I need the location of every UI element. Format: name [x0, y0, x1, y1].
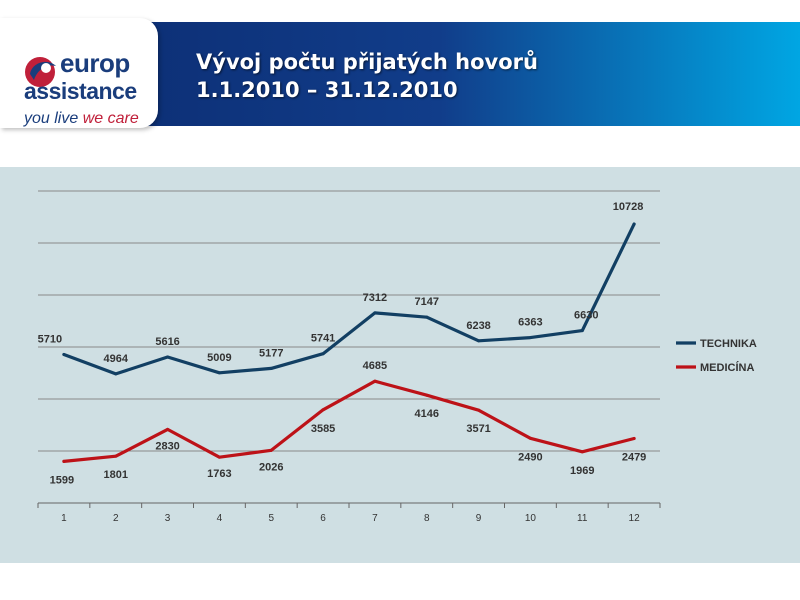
- legend-label-medicna: MEDICÍNA: [700, 361, 754, 374]
- data-label-technika-5: 5177: [259, 347, 283, 359]
- logo-tagline: you live we care: [24, 110, 139, 128]
- data-label-technika-7: 7312: [363, 292, 387, 304]
- data-label-technika-6: 5741: [311, 333, 335, 345]
- data-point-medicna-11: [580, 450, 584, 454]
- data-label-technika-1: 5710: [38, 334, 62, 346]
- x-tick-label-11: 11: [577, 513, 588, 524]
- x-tick-label-1: 1: [61, 513, 67, 524]
- data-point-technika-11: [580, 329, 584, 333]
- data-point-technika-9: [477, 339, 481, 343]
- data-point-technika-12: [632, 222, 636, 226]
- x-tick-label-7: 7: [372, 513, 378, 524]
- data-label-medicna-7: 4685: [363, 360, 387, 372]
- data-label-medicna-10: 2490: [518, 451, 542, 463]
- data-label-medicna-6: 3585: [311, 423, 335, 435]
- data-point-medicna-3: [166, 427, 170, 431]
- legend-label-technika: TECHNIKA: [700, 338, 757, 350]
- logo-card: europ assistance you live we care: [0, 18, 158, 128]
- data-label-technika-10: 6363: [518, 317, 542, 329]
- logo-text-europ: europ: [60, 48, 130, 78]
- data-point-technika-3: [166, 355, 170, 359]
- logo-tagline-a: you live: [24, 110, 83, 127]
- data-point-technika-5: [269, 366, 273, 370]
- data-label-technika-12: 10728: [613, 201, 644, 213]
- chart-panel: 1 2 3 4 5 6 7 8 9 10 11 12 5710 4964 5616 5009 5177 5741 7…: [0, 167, 800, 563]
- x-tick-label-2: 2: [113, 513, 119, 524]
- x-tick-label-4: 4: [217, 513, 223, 524]
- data-point-medicna-5: [269, 448, 273, 452]
- page-title: Vývoj počtu přijatých hovorů: [196, 50, 538, 74]
- data-point-medicna-4: [217, 455, 221, 459]
- logo-tagline-b: we care: [82, 110, 139, 127]
- series-line-medicna: [62, 379, 636, 463]
- europ-assistance-logo-icon: [25, 57, 56, 87]
- data-label-medicna-1: 1599: [50, 474, 74, 486]
- x-tick-label-10: 10: [525, 513, 537, 524]
- data-label-medicna-5: 2026: [259, 461, 283, 473]
- data-point-medicna-6: [321, 408, 325, 412]
- page-subtitle-date-range: 1.1.2010 – 31.12.2010: [196, 78, 458, 102]
- data-point-technika-10: [528, 336, 532, 340]
- data-point-medicna-8: [425, 393, 429, 397]
- data-point-technika-6: [321, 352, 325, 356]
- x-tick-label-3: 3: [165, 513, 171, 524]
- data-label-medicna-2: 1801: [104, 469, 128, 481]
- data-label-medicna-4: 1763: [207, 468, 231, 480]
- series-line-technika: [62, 222, 636, 376]
- data-point-medicna-1: [62, 459, 66, 463]
- data-label-medicna-11: 1969: [570, 465, 594, 477]
- x-tick-label-12: 12: [629, 513, 641, 524]
- data-point-technika-7: [373, 311, 377, 315]
- data-label-technika-9: 6238: [466, 320, 490, 332]
- data-point-technika-8: [425, 315, 429, 319]
- data-label-technika-3: 5616: [155, 336, 179, 348]
- data-point-technika-4: [217, 371, 221, 375]
- data-label-technika-4: 5009: [207, 352, 231, 364]
- data-point-technika-2: [114, 372, 118, 376]
- data-point-medicna-10: [528, 436, 532, 440]
- data-label-technika-2: 4964: [104, 353, 129, 365]
- x-tick-label-5: 5: [268, 513, 274, 524]
- data-point-medicna-9: [477, 408, 481, 412]
- data-label-medicna-9: 3571: [466, 423, 490, 435]
- data-point-medicna-2: [114, 454, 118, 458]
- data-point-technika-1: [62, 353, 66, 357]
- logo-text-assistance: assistance: [24, 78, 137, 104]
- x-tick-label-6: 6: [320, 513, 326, 524]
- x-tick-label-9: 9: [476, 513, 482, 524]
- data-label-technika-8: 7147: [415, 296, 439, 308]
- x-tick-label-8: 8: [424, 513, 430, 524]
- data-point-medicna-7: [373, 379, 377, 383]
- data-label-medicna-8: 4146: [415, 408, 439, 420]
- data-point-medicna-12: [632, 437, 636, 441]
- data-label-medicna-12: 2479: [622, 452, 646, 464]
- data-label-medicna-3: 2830: [155, 440, 179, 452]
- data-label-technika-11: 6630: [574, 310, 598, 322]
